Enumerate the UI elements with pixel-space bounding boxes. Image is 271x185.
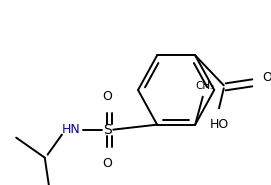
Text: HN: HN bbox=[62, 123, 81, 136]
Text: O: O bbox=[103, 90, 112, 103]
Text: O: O bbox=[262, 71, 271, 84]
Text: O: O bbox=[103, 157, 112, 170]
Text: CH₃: CH₃ bbox=[195, 81, 214, 91]
Text: S: S bbox=[103, 123, 112, 137]
Text: HO: HO bbox=[209, 118, 229, 131]
